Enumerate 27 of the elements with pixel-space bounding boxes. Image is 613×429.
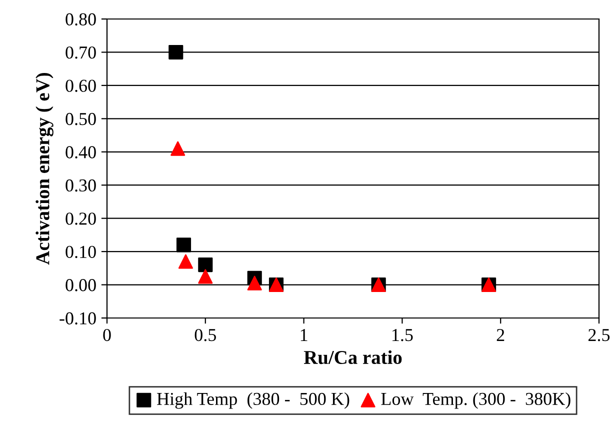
point — [247, 276, 262, 290]
legend-label: High Temp (380 - 500 K) — [157, 392, 350, 409]
x-tick-label: 2.5 — [588, 328, 610, 342]
x-tick-label: 0.5 — [194, 328, 216, 342]
y-tick-label: 0.50 — [66, 112, 96, 126]
y-axis-title: Activation energy ( eV) — [36, 72, 54, 265]
y-tick-label: 0.20 — [66, 212, 96, 225]
x-axis-title: Ru/Ca ratio — [304, 350, 402, 364]
point — [198, 269, 213, 284]
point — [198, 258, 213, 272]
y-tick-label: 0.10 — [66, 246, 96, 258]
y-tick-label: 0.60 — [66, 80, 96, 92]
point — [170, 141, 186, 156]
y-tick-label: 0.40 — [66, 146, 96, 158]
y-tick-label: 0.70 — [66, 46, 96, 59]
y-tick-label: 0.30 — [66, 179, 96, 192]
x-tick-label: 1 — [300, 329, 308, 341]
point — [178, 254, 194, 269]
x-tick-label: 0 — [103, 328, 111, 342]
legend-label: Low Temp. (300 - 380K) — [381, 392, 570, 409]
x-tick-label: 1.5 — [392, 329, 413, 342]
y-tick-label: -0.10 — [60, 312, 96, 325]
point — [176, 238, 192, 252]
y-tick-label: 0.80 — [66, 13, 96, 26]
y-tick-label: 0.00 — [66, 279, 96, 292]
x-tick-label: 2 — [496, 328, 504, 341]
point — [168, 44, 184, 60]
